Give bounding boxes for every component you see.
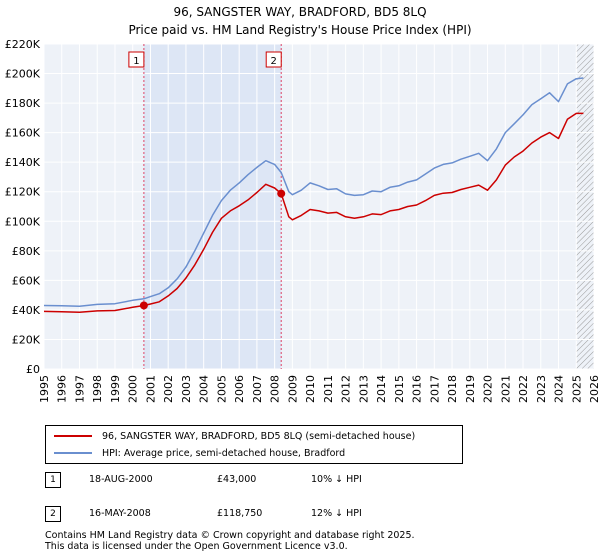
sale-box (265, 51, 282, 68)
x-tick-label: 1998 (91, 375, 104, 403)
x-tick-label: 2010 (304, 375, 317, 403)
sale-price: £43,000 (217, 474, 257, 485)
sale-point (139, 301, 148, 310)
sale-hpi-diff: 10% ↓ HPI (311, 474, 362, 485)
x-tick-label: 2004 (198, 375, 211, 403)
x-tick-label: 2019 (464, 375, 477, 403)
x-tick-label: 2008 (269, 375, 282, 403)
legend-label-hpi: HPI: Average price, semi-detached house,… (102, 447, 346, 459)
x-tick-label: 2011 (322, 375, 335, 403)
plot-background (44, 44, 594, 369)
x-tick-label: 2022 (517, 375, 530, 403)
x-tick-label: 2017 (428, 375, 441, 403)
x-tick-label: 2023 (535, 375, 548, 403)
x-tick-label: 2000 (127, 375, 140, 403)
x-tick-label: 2002 (162, 375, 175, 403)
series-line-property (43, 112, 584, 314)
x-tick-label: 2015 (393, 375, 406, 403)
y-tick-label: £120K (5, 186, 41, 199)
x-tick-label: 2003 (180, 375, 193, 403)
y-tick-label: £20K (12, 333, 41, 346)
sale-box (128, 51, 145, 68)
x-tick-label: 2007 (251, 375, 264, 403)
y-tick-label: £0 (26, 363, 40, 376)
legend-item-hpi: HPI: Average price, semi-detached house,… (54, 446, 345, 460)
y-tick-label: £200K (5, 68, 41, 81)
x-tick-label: 2001 (144, 375, 157, 403)
legend-item-property: 96, SANGSTER WAY, BRADFORD, BD5 8LQ (sem… (54, 429, 415, 443)
ownership-shading (143, 44, 282, 369)
legend-label-property: 96, SANGSTER WAY, BRADFORD, BD5 8LQ (sem… (102, 430, 416, 442)
price-chart: £0 £20K £40K £60K £80K £100K £120K £140K £160K £1… (5, 38, 600, 403)
x-tick-label: 1996 (56, 375, 69, 403)
x-tick-label: 2014 (375, 375, 388, 403)
x-tick-label: 2016 (411, 375, 424, 403)
x-tick-label: 2020 (482, 375, 495, 403)
y-tick-label: £40K (12, 304, 41, 317)
y-tick-label: £100K (5, 215, 41, 228)
x-tick-label: 2006 (233, 375, 246, 403)
sale-date: 16-MAY-2008 (89, 508, 151, 519)
sale-box-label: 2 (271, 56, 277, 67)
legend: 96, SANGSTER WAY, BRADFORD, BD5 8LQ (sem… (45, 425, 463, 464)
chart-subtitle: Price paid vs. HM Land Registry's House … (128, 23, 472, 37)
y-tick-label: £180K (5, 97, 41, 110)
chart-title: 96, SANGSTER WAY, BRADFORD, BD5 8LQ (173, 5, 427, 19)
x-tick-label: 2009 (286, 375, 299, 403)
y-tick-label: £80K (12, 245, 41, 258)
x-tick-label: 1999 (109, 375, 122, 403)
y-tick-label: £60K (12, 274, 41, 287)
sale-point (277, 189, 286, 198)
sale-date: 18-AUG-2000 (89, 474, 153, 485)
legend-swatch-property (54, 435, 92, 437)
footer-licence: This data is licensed under the Open Gov… (45, 541, 348, 552)
series-line-hpi (43, 77, 584, 307)
x-tick-label: 2021 (499, 375, 512, 403)
y-tick-label: £160K (5, 127, 41, 140)
x-tick-label: 2024 (553, 375, 566, 403)
x-tick-label: 2018 (446, 375, 459, 403)
sale-price: £118,750 (217, 508, 263, 519)
sale-number-badge: 1 (45, 472, 61, 488)
sale-row: 2 16-MAY-2008 £118,750 12% ↓ HPI (45, 506, 405, 524)
x-tick-label: 2005 (215, 375, 228, 403)
footer: Contains HM Land Registry data © Crown c… (45, 530, 415, 552)
sale-hpi-diff: 12% ↓ HPI (311, 508, 362, 519)
footer-copyright: Contains HM Land Registry data © Crown c… (45, 530, 415, 541)
y-tick-label: £140K (5, 156, 41, 169)
sale-row: 1 18-AUG-2000 £43,000 10% ↓ HPI (45, 472, 405, 490)
x-tick-label: 2025 (570, 375, 583, 403)
x-tick-label: 2026 (588, 375, 600, 403)
y-tick-label: £220K (5, 38, 41, 51)
forecast-hatch (576, 44, 594, 369)
sale-number-badge: 2 (45, 506, 61, 522)
sale-box-label: 1 (133, 56, 139, 67)
x-tick-label: 2013 (357, 375, 370, 403)
x-tick-label: 2012 (340, 375, 353, 403)
x-tick-label: 1995 (38, 375, 51, 403)
legend-swatch-hpi (54, 452, 92, 454)
x-tick-label: 1997 (73, 375, 86, 403)
